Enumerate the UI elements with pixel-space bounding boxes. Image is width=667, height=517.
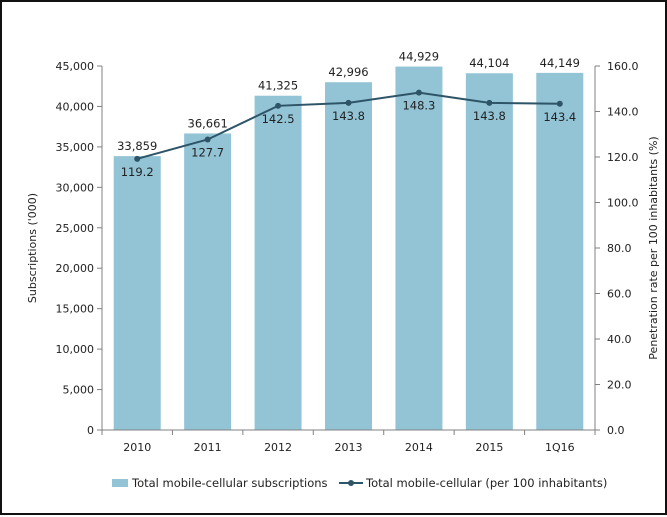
bar-1Q16: [536, 72, 584, 431]
line-data-label: 143.4: [543, 110, 576, 124]
right-tick-label: 80.0: [607, 242, 632, 255]
line-data-label: 119.2: [121, 165, 154, 179]
bar-data-label: 44,929: [399, 50, 439, 64]
x-tick-label: 2014: [405, 441, 433, 454]
line-point-2011: [204, 136, 211, 143]
legend-bar-swatch: [112, 479, 128, 487]
right-tick-label: 100.0: [607, 197, 639, 210]
x-tick-label: 1Q16: [545, 441, 575, 454]
bar-data-label: 41,325: [258, 79, 298, 93]
bar-2013: [325, 82, 372, 430]
line-point-2012: [275, 102, 282, 109]
line-data-label: 143.8: [332, 109, 365, 123]
left-tick-label: 0: [87, 424, 94, 437]
right-tick-label: 20.0: [607, 379, 632, 392]
legend-line-marker: [348, 480, 354, 486]
line-point-1Q16: [556, 100, 563, 107]
bar-data-label: 42,996: [328, 65, 368, 79]
legend-line-label: Total mobile-cellular (per 100 inhabitan…: [365, 476, 607, 490]
x-tick-label: 2015: [475, 441, 503, 454]
bar-data-label: 44,104: [469, 56, 509, 70]
right-tick-label: 140.0: [607, 106, 639, 119]
left-tick-label: 5,000: [63, 384, 95, 397]
bar-data-label: 36,661: [188, 116, 228, 130]
line-data-label: 148.3: [402, 99, 435, 113]
x-tick-label: 2011: [194, 441, 222, 454]
right-tick-label: 0.0: [607, 424, 625, 437]
bar-2015: [465, 73, 513, 430]
bar-2014: [395, 66, 443, 430]
left-tick-label: 10,000: [56, 343, 95, 356]
right-tick-label: 60.0: [607, 288, 632, 301]
x-tick-label: 2012: [264, 441, 292, 454]
line-point-2014: [415, 89, 422, 96]
line-data-label: 142.5: [262, 112, 295, 126]
left-axis-title: Subscriptions ('000): [26, 193, 39, 303]
line-point-2010: [134, 155, 141, 162]
left-tick-label: 35,000: [56, 141, 95, 154]
left-tick-label: 30,000: [56, 181, 95, 194]
right-tick-label: 40.0: [607, 333, 632, 346]
x-tick-label: 2013: [335, 441, 363, 454]
right-tick-label: 120.0: [607, 151, 639, 164]
line-data-label: 127.7: [191, 145, 224, 159]
line-point-2013: [345, 99, 352, 106]
right-axis-title: Penetration rate per 100 inhabitants (%): [647, 136, 660, 359]
bar-2012: [254, 95, 302, 430]
bar-2011: [184, 133, 232, 430]
left-tick-label: 45,000: [56, 60, 95, 73]
line-data-label: 143.8: [473, 109, 506, 123]
left-tick-label: 40,000: [56, 100, 95, 113]
legend-bar-label: Total mobile-cellular subscriptions: [131, 476, 328, 490]
right-tick-label: 160.0: [607, 60, 639, 73]
bar-2010: [113, 156, 161, 430]
left-tick-label: 15,000: [56, 303, 95, 316]
left-tick-label: 20,000: [56, 262, 95, 275]
bar-data-label: 33,859: [117, 139, 157, 153]
line-point-2015: [486, 99, 493, 106]
x-tick-label: 2010: [123, 441, 151, 454]
left-tick-label: 25,000: [56, 222, 95, 235]
bar-data-label: 44,149: [540, 56, 580, 70]
